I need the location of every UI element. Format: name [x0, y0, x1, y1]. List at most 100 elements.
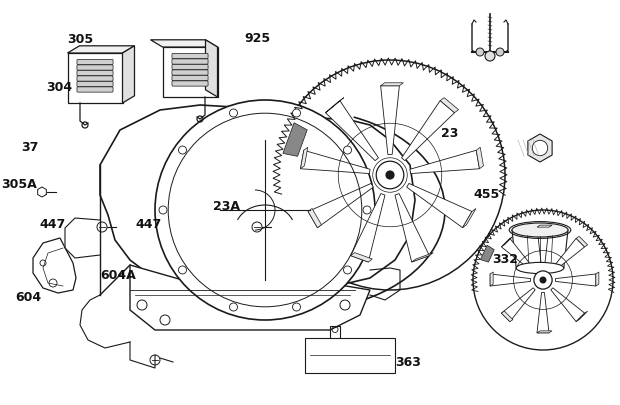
Circle shape — [229, 109, 237, 117]
FancyBboxPatch shape — [172, 81, 208, 86]
Text: 23: 23 — [441, 127, 458, 140]
FancyBboxPatch shape — [172, 70, 208, 75]
Polygon shape — [326, 98, 344, 113]
FancyBboxPatch shape — [77, 70, 113, 76]
FancyBboxPatch shape — [172, 53, 208, 59]
Circle shape — [496, 48, 504, 56]
FancyBboxPatch shape — [77, 65, 113, 70]
Circle shape — [159, 206, 167, 214]
Polygon shape — [502, 239, 535, 272]
Polygon shape — [100, 105, 415, 290]
Ellipse shape — [512, 223, 568, 237]
Polygon shape — [381, 86, 399, 154]
Polygon shape — [123, 46, 135, 103]
Circle shape — [343, 146, 352, 154]
Circle shape — [137, 300, 147, 310]
Ellipse shape — [516, 262, 564, 274]
Polygon shape — [480, 245, 494, 262]
Polygon shape — [68, 46, 135, 53]
FancyBboxPatch shape — [77, 87, 113, 92]
FancyBboxPatch shape — [77, 76, 113, 81]
Circle shape — [179, 146, 187, 154]
Text: 604A: 604A — [100, 269, 136, 282]
Circle shape — [533, 140, 547, 156]
Polygon shape — [412, 253, 433, 262]
Circle shape — [275, 60, 505, 290]
Text: 37: 37 — [21, 141, 38, 154]
Polygon shape — [402, 100, 454, 161]
Polygon shape — [410, 150, 479, 174]
Polygon shape — [551, 239, 585, 272]
Text: 604: 604 — [15, 291, 41, 304]
Polygon shape — [308, 209, 321, 228]
Polygon shape — [556, 274, 596, 286]
Polygon shape — [596, 272, 599, 286]
Polygon shape — [301, 150, 370, 174]
FancyBboxPatch shape — [172, 59, 208, 64]
Text: 925: 925 — [244, 32, 270, 45]
Polygon shape — [305, 337, 395, 373]
FancyBboxPatch shape — [77, 60, 113, 65]
Polygon shape — [537, 227, 549, 267]
Polygon shape — [162, 47, 218, 97]
Polygon shape — [151, 40, 218, 47]
Circle shape — [386, 171, 394, 179]
Polygon shape — [537, 225, 552, 227]
Circle shape — [343, 266, 352, 274]
Polygon shape — [551, 288, 585, 322]
Polygon shape — [502, 288, 535, 322]
Circle shape — [340, 300, 350, 310]
Text: 447: 447 — [136, 218, 162, 231]
Circle shape — [229, 303, 237, 311]
Text: 363: 363 — [395, 356, 421, 369]
Polygon shape — [130, 265, 370, 330]
FancyBboxPatch shape — [172, 75, 208, 81]
Circle shape — [363, 206, 371, 214]
Circle shape — [155, 100, 375, 320]
Circle shape — [293, 109, 301, 117]
Text: 455: 455 — [474, 188, 500, 201]
Circle shape — [376, 161, 404, 189]
FancyBboxPatch shape — [172, 64, 208, 70]
Polygon shape — [576, 311, 588, 322]
Polygon shape — [490, 272, 493, 286]
Polygon shape — [205, 40, 218, 97]
Circle shape — [179, 266, 187, 274]
Polygon shape — [463, 209, 476, 228]
Circle shape — [473, 210, 613, 350]
Text: 23A: 23A — [213, 200, 240, 213]
Polygon shape — [440, 98, 459, 113]
Polygon shape — [326, 100, 378, 161]
Text: 447: 447 — [40, 218, 66, 231]
Polygon shape — [68, 53, 123, 103]
Circle shape — [539, 277, 546, 283]
Polygon shape — [351, 194, 385, 262]
Polygon shape — [381, 83, 404, 86]
Text: 304: 304 — [46, 81, 72, 94]
Polygon shape — [502, 237, 513, 247]
Circle shape — [485, 51, 495, 61]
Circle shape — [476, 48, 484, 56]
Polygon shape — [407, 183, 472, 228]
Polygon shape — [395, 194, 429, 262]
Circle shape — [160, 315, 170, 325]
Circle shape — [534, 271, 552, 289]
Polygon shape — [537, 292, 549, 333]
Circle shape — [293, 303, 301, 311]
Polygon shape — [502, 311, 513, 322]
Text: 305A: 305A — [1, 178, 37, 191]
Polygon shape — [537, 331, 552, 333]
Polygon shape — [490, 274, 531, 286]
Text: 332: 332 — [492, 253, 518, 266]
Polygon shape — [351, 253, 372, 262]
FancyBboxPatch shape — [77, 81, 113, 87]
Polygon shape — [283, 123, 307, 156]
Polygon shape — [33, 238, 76, 293]
Polygon shape — [576, 237, 588, 247]
Text: eReplacementParts.com: eReplacementParts.com — [216, 204, 404, 217]
Polygon shape — [476, 147, 484, 169]
Text: 305: 305 — [68, 33, 94, 46]
Polygon shape — [301, 147, 308, 169]
Polygon shape — [528, 134, 552, 162]
Polygon shape — [308, 183, 373, 228]
